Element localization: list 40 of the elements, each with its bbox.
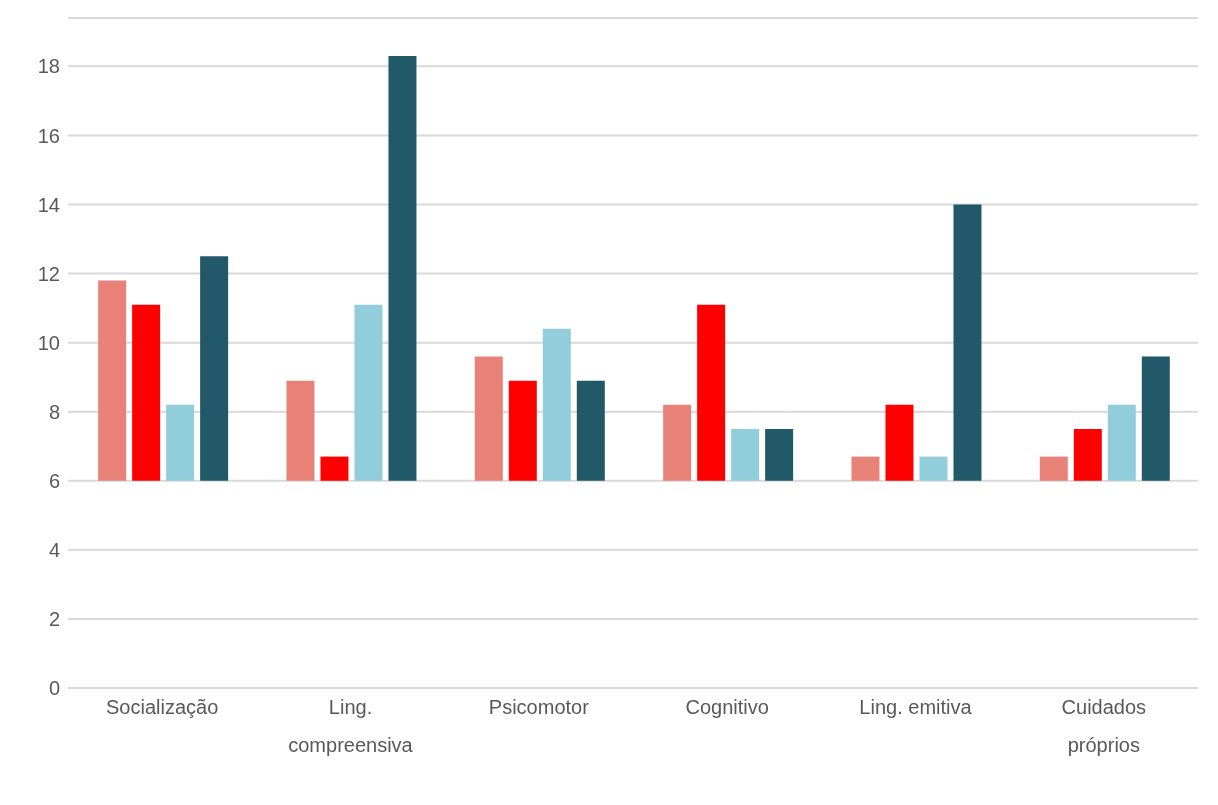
y-tick-label: 2 (48, 608, 60, 631)
y-tick-label: 16 (37, 124, 60, 147)
y-tick-label: 10 (37, 331, 60, 354)
y-tick-label: 4 (48, 538, 60, 561)
bar (200, 256, 229, 481)
bar (474, 356, 503, 481)
bar (354, 304, 383, 481)
bar (1039, 456, 1068, 481)
bar (98, 280, 127, 481)
x-tick-label: Cognitivo (685, 696, 769, 718)
bar (697, 304, 726, 481)
bar (132, 304, 161, 481)
y-tick-label: 12 (37, 262, 60, 285)
y-tick-label: 18 (37, 55, 60, 78)
bar (885, 404, 914, 481)
bar (388, 55, 417, 481)
x-tick-label: Psicomotor (488, 696, 590, 718)
bar (953, 204, 982, 481)
bar (542, 328, 571, 481)
bar (320, 456, 349, 481)
x-tick-label: Ling. emitiva (859, 696, 973, 718)
y-tick-label: 14 (37, 193, 60, 216)
y-tick-label: 0 (48, 677, 60, 700)
x-tick-label: Cuidados próprios (1061, 696, 1147, 756)
x-tick-label: Ling. compreensiva (288, 696, 414, 756)
bar (663, 404, 692, 481)
y-tick-label: 6 (48, 469, 60, 492)
bar (1141, 356, 1170, 481)
bar (1073, 428, 1102, 481)
bar (286, 380, 315, 481)
bar (851, 456, 880, 481)
bar (1107, 404, 1136, 481)
bar (576, 380, 605, 481)
x-tick-label: Socialização (106, 696, 219, 718)
bar (166, 404, 195, 481)
bar (919, 456, 948, 481)
bar (731, 428, 760, 481)
bar (765, 428, 794, 481)
bar (508, 380, 537, 481)
y-tick-label: 8 (48, 400, 60, 423)
